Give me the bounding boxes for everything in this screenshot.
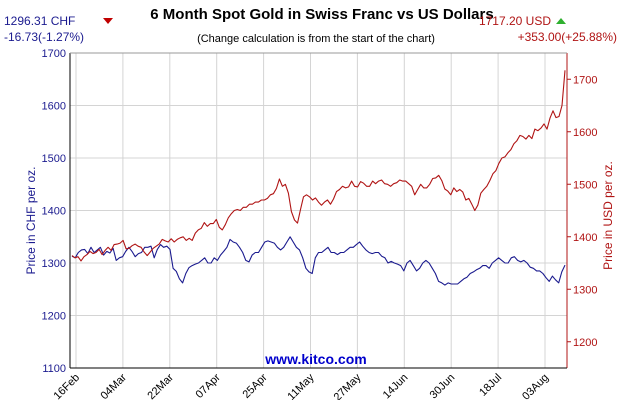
x-tick-label: 11May — [285, 371, 317, 400]
down-arrow-icon — [103, 18, 113, 24]
y-left-tick-label: 1100 — [42, 363, 66, 375]
y-left-tick-label: 1300 — [42, 258, 66, 270]
x-tick-label: 14Jun — [381, 372, 411, 400]
y-right-tick-label: 1700 — [573, 74, 597, 86]
y-left-tick-label: 1200 — [42, 311, 66, 323]
series-line-usd — [71, 70, 566, 262]
chart-subtitle: (Change calculation is from the start of… — [197, 33, 435, 45]
usd-price: 1717.20 USD — [479, 14, 551, 28]
y-left-tick-label: 1700 — [42, 48, 66, 60]
up-arrow-icon — [556, 18, 566, 24]
y-right-tick-label: 1500 — [573, 179, 597, 191]
x-tick-label: 07Apr — [194, 371, 223, 400]
x-tick-label: 22Mar — [145, 371, 176, 400]
x-tick-label: 25Apr — [240, 371, 269, 400]
x-tick-label: 18Jul — [477, 372, 504, 399]
x-tick-label: 03Aug — [520, 372, 551, 400]
y-left-axis-title: Price in CHF per oz. — [24, 166, 38, 274]
watermark: www.kitco.com — [264, 351, 366, 367]
y-right-tick-label: 1400 — [573, 232, 597, 244]
y-right-tick-label: 1300 — [573, 284, 597, 296]
y-right-axis-title: Price in USD per oz. — [601, 161, 615, 270]
y-left-tick-label: 1600 — [42, 101, 66, 113]
chf-change: -16.73(-1.27%) — [4, 30, 84, 44]
y-right-tick-label: 1600 — [573, 127, 597, 139]
x-tick-label: 04Mar — [98, 371, 129, 400]
x-tick-label: 27May — [332, 371, 364, 400]
chf-price: 1296.31 CHF — [4, 14, 75, 28]
x-tick-label: 30Jun — [428, 372, 458, 400]
y-left-tick-label: 1400 — [42, 206, 66, 218]
x-tick-label: 16Feb — [52, 372, 83, 400]
usd-change: +353.00(+25.88%) — [518, 30, 617, 44]
y-left-tick-label: 1500 — [42, 153, 66, 165]
y-right-tick-label: 1200 — [573, 337, 597, 349]
series-line-chf — [71, 236, 566, 286]
chart-title: 6 Month Spot Gold in Swiss Franc vs US D… — [150, 6, 493, 23]
